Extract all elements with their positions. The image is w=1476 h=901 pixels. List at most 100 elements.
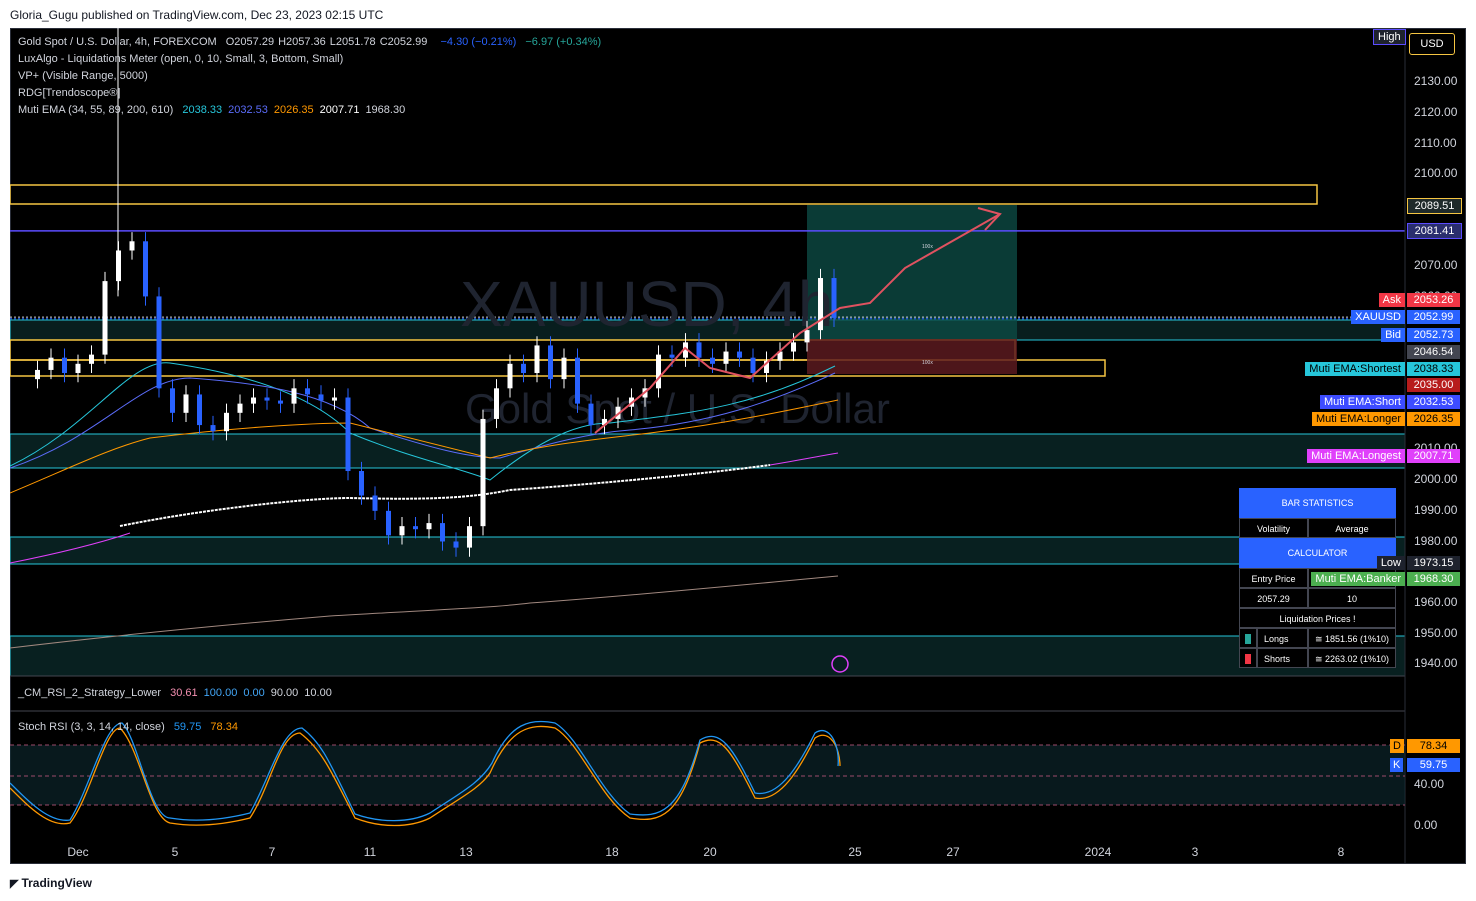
- price-tick-label: 1950.00: [1414, 626, 1458, 640]
- price-label: 2032.53: [1407, 395, 1460, 409]
- time-axis-label: 18: [605, 845, 619, 859]
- price-tick-label: 2070.00: [1414, 258, 1458, 272]
- price-tick-label: 1980.00: [1414, 534, 1458, 548]
- candle-body: [143, 241, 148, 297]
- high-button[interactable]: High: [1373, 29, 1406, 45]
- candle-body: [494, 388, 499, 419]
- ema-legend[interactable]: Muti EMA (34, 55, 89, 200, 610) 2038.33 2…: [18, 104, 417, 116]
- change-value: −4.30 (−0.21%): [440, 36, 517, 48]
- box-label-top: 100x: [922, 244, 933, 250]
- tradingview-logo[interactable]: ◤ TradingView: [10, 876, 92, 890]
- price-tag-label: Muti EMA:Short: [1319, 395, 1405, 409]
- ema-200: [119, 464, 771, 527]
- main-legend: Gold Spot / U.S. Dollar, 4h, FOREXCOM O2…: [18, 36, 607, 48]
- price-tick-label: 2110.00: [1414, 136, 1457, 150]
- candle-body: [237, 403, 243, 413]
- stoch-d-value-label: 78.34: [1407, 739, 1460, 753]
- ema-legend-value: 2038.33: [182, 104, 223, 116]
- candle-body: [521, 363, 526, 373]
- candle-body: [129, 241, 135, 251]
- footer-bar: ◤ TradingView: [0, 864, 1476, 901]
- ema-34: [10, 362, 836, 481]
- candle-body: [345, 397, 351, 472]
- currency-button[interactable]: USD: [1409, 33, 1455, 55]
- candle-body: [35, 369, 40, 380]
- ohlc-h: H2057.36: [278, 36, 326, 48]
- time-axis-label: 2024: [1085, 845, 1112, 859]
- time-axis-label: 20: [703, 845, 717, 859]
- price-tag-label: Muti EMA:Banker: [1311, 572, 1405, 586]
- ohlc-c: C2052.99: [379, 36, 428, 48]
- stoch-k-line: [10, 720, 839, 822]
- shorts-swatch-cell: [1239, 648, 1257, 668]
- candle-body: [710, 357, 715, 364]
- time-axis-label: 3: [1192, 845, 1199, 859]
- projection-path: [594, 213, 1001, 434]
- stoch-tick-label: 40.00: [1414, 777, 1445, 791]
- candle-body: [183, 394, 189, 413]
- price-label: 2089.51: [1407, 198, 1462, 214]
- time-axis-label: Dec: [67, 845, 88, 859]
- price-tag-label: Muti EMA:Shortest: [1305, 362, 1405, 376]
- entry-price-label: Entry Price: [1239, 568, 1308, 588]
- time-axis-label: 27: [946, 845, 960, 859]
- price-label: 2052.73: [1407, 328, 1460, 342]
- ema-legend-label: Muti EMA (34, 55, 89, 200, 610): [18, 104, 174, 116]
- price-tag-label: Muti EMA:Longer: [1312, 412, 1405, 426]
- candle-body: [197, 394, 202, 426]
- volatility-cell: Volatility: [1239, 518, 1308, 538]
- candle-body: [453, 541, 459, 548]
- ema-layer: [10, 362, 839, 649]
- time-axis-label: 7: [269, 845, 276, 859]
- candle-body: [156, 296, 162, 389]
- candle-body: [507, 363, 513, 389]
- ema-200-tail: [10, 452, 839, 564]
- longs-value: ≅ 1851.56 (1%10): [1308, 628, 1396, 648]
- ema-89: [10, 399, 839, 494]
- stoch-tick-label: 0.00: [1414, 818, 1438, 832]
- leverage-value: 10: [1308, 588, 1396, 608]
- stop-box: [807, 339, 1017, 374]
- ohlc-values: O2057.29 H2057.36 L2051.78 C2052.99: [226, 36, 432, 48]
- change-value-2: −6.97 (+0.34%): [525, 36, 602, 48]
- stoch-d-legend: 78.34: [210, 721, 238, 733]
- candle-body: [89, 354, 94, 364]
- price-tag-label: XAUUSD: [1351, 310, 1405, 324]
- rsi-legend-value: 10.00: [304, 687, 332, 699]
- candle-body: [386, 510, 391, 536]
- candle-body: [723, 351, 729, 364]
- indicator-legend-3[interactable]: RDG[Trendoscope®]: [18, 87, 121, 99]
- symbol-title[interactable]: Gold Spot / U.S. Dollar, 4h, FOREXCOM: [18, 36, 217, 48]
- time-axis-label: 5: [172, 845, 179, 859]
- rsi-legend[interactable]: _CM_RSI_2_Strategy_Lower 30.61 100.00 0.00…: [18, 687, 344, 699]
- price-tick-label: 2100.00: [1414, 166, 1458, 180]
- candle-body: [305, 388, 310, 395]
- shorts-label: Shorts: [1257, 648, 1308, 668]
- ohlc-l: L2051.78: [329, 36, 376, 48]
- published-text: Gloria_Gugu published on TradingView.com…: [10, 8, 384, 22]
- price-tick-label: 2000.00: [1414, 472, 1458, 486]
- stoch-legend[interactable]: Stoch RSI (3, 3, 14, 14, close) 59.75 78…: [18, 721, 244, 733]
- price-label: 2081.41: [1407, 223, 1462, 239]
- candle-body: [224, 412, 229, 432]
- price-label: 2035.00: [1407, 378, 1460, 392]
- candle-body: [696, 342, 702, 358]
- candle-body: [48, 357, 54, 370]
- price-tick-label: 2120.00: [1414, 105, 1458, 119]
- candle-body: [791, 342, 796, 352]
- time-axis-label: 25: [848, 845, 862, 859]
- publisher-bar: Gloria_Gugu published on TradingView.com…: [0, 0, 1476, 28]
- candle-body: [399, 526, 405, 536]
- price-tag-label: Muti EMA:Longest: [1307, 449, 1405, 463]
- stoch-k-legend: 59.75: [173, 721, 202, 733]
- indicator-legend-2[interactable]: VP+ (Visible Range, 5000): [18, 70, 148, 82]
- candle-body: [818, 278, 823, 331]
- candle-body: [548, 345, 553, 380]
- stoch-d-line: [10, 725, 841, 827]
- rsi-legend-value: 0.00: [243, 687, 265, 699]
- candle-body: [264, 397, 270, 401]
- longs-swatch: [1245, 634, 1251, 644]
- indicator-legend-1[interactable]: LuxAlgo - Liquidations Meter (open, 0, 1…: [18, 53, 344, 65]
- price-tag-label: Bid: [1381, 328, 1405, 342]
